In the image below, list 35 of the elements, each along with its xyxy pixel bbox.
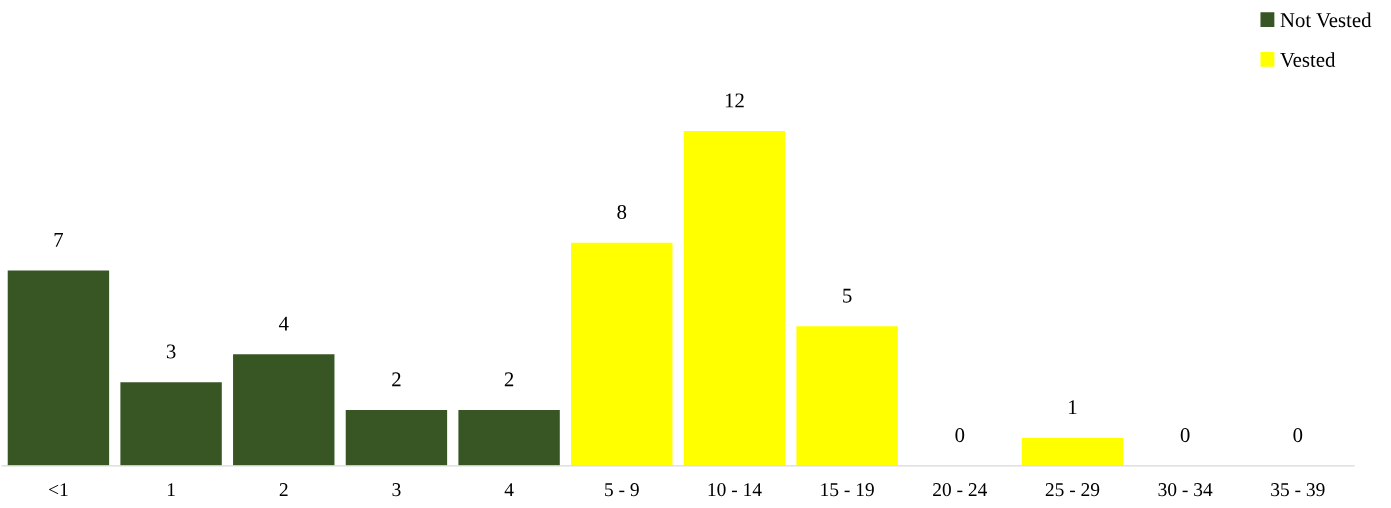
x-tick-label: <1 <box>49 483 68 496</box>
bar <box>683 131 786 466</box>
data-label: 4 <box>278 316 289 331</box>
data-label: 2 <box>392 372 401 387</box>
data-label: 12 <box>725 93 744 108</box>
data-label: 5 <box>843 288 852 303</box>
x-tick-label: 20 - 24 <box>933 483 988 497</box>
x-tick-label: 5 - 9 <box>605 483 639 497</box>
bar <box>458 410 560 466</box>
x-tick-label: 35 - 39 <box>1271 483 1325 497</box>
data-label: 3 <box>166 344 176 359</box>
x-tick-label: 15 - 19 <box>821 483 874 497</box>
data-label: 0 <box>955 428 965 443</box>
x-tick-label: 25 - 29 <box>1045 483 1100 497</box>
data-label: 1 <box>1069 400 1077 415</box>
data-label: 8 <box>617 204 627 219</box>
x-tick-label: 3 <box>392 483 401 497</box>
x-tick-label: 4 <box>504 483 514 496</box>
data-label: 2 <box>504 372 514 387</box>
x-tick-label: 30 - 34 <box>1158 483 1213 497</box>
data-label: 0 <box>1180 428 1190 443</box>
x-tick-label: 10 - 14 <box>708 483 762 497</box>
legend-label: Vested <box>1280 52 1336 67</box>
data-label: 7 <box>54 233 64 247</box>
legend-label: Not Vested <box>1280 12 1372 28</box>
x-tick-label: 1 <box>167 483 175 496</box>
bar <box>345 410 448 466</box>
data-label: 0 <box>1293 428 1303 443</box>
bar <box>1021 437 1124 466</box>
bar <box>571 242 673 466</box>
x-tick-label: 2 <box>279 483 288 496</box>
bar <box>120 382 222 466</box>
bar <box>7 270 110 466</box>
bar <box>796 326 898 466</box>
bar <box>233 354 335 466</box>
